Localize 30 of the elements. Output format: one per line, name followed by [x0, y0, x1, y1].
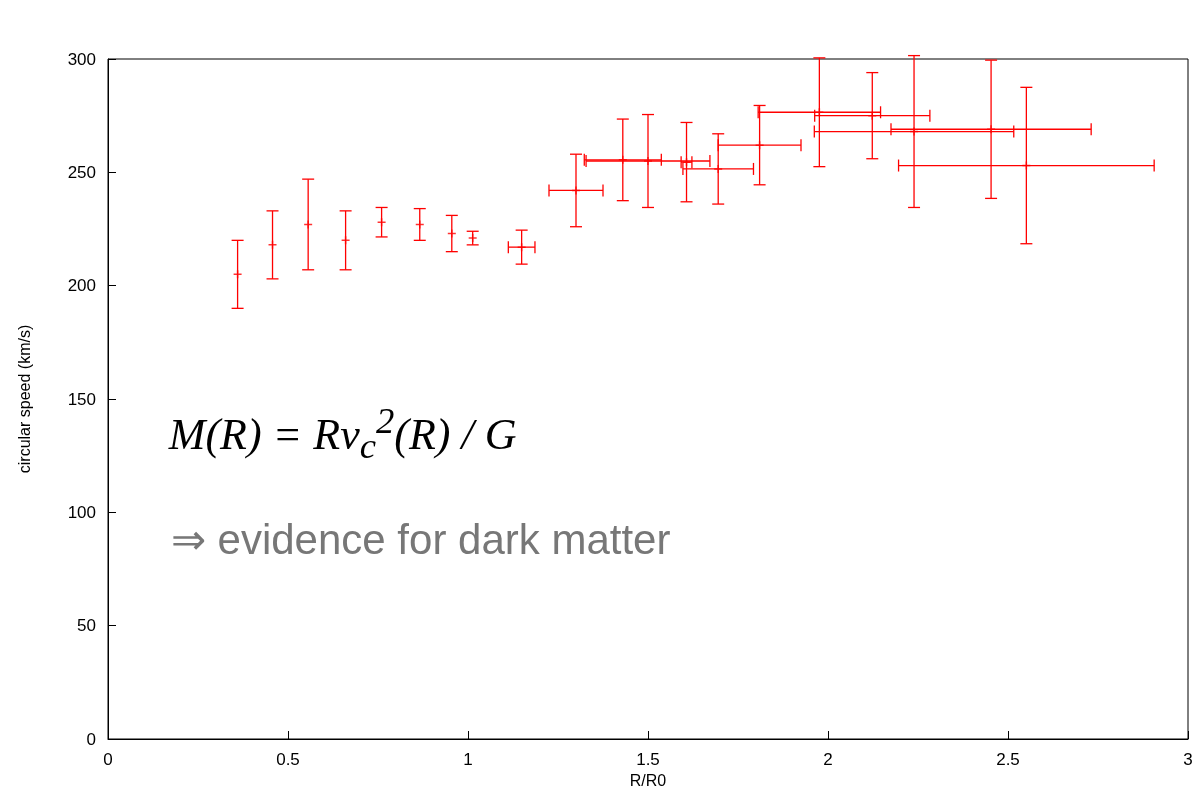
point: [303, 219, 313, 230]
y-tick-label: 200: [67, 276, 96, 296]
point: [571, 185, 581, 196]
point: [376, 217, 387, 227]
x-tick-label: 2: [823, 750, 833, 769]
x-axis-title: R/R0: [629, 772, 667, 790]
point: [713, 164, 723, 174]
point: [643, 156, 653, 166]
x-tick-label: 0.5: [276, 750, 300, 769]
y-tick-label: 50: [77, 616, 96, 636]
y-tick-label: 100: [67, 502, 96, 522]
annotation: ⇒ evidence for dark matter: [170, 514, 671, 564]
point: [754, 140, 765, 150]
point: [267, 240, 278, 250]
x-tick-label: 0: [103, 750, 113, 769]
annotation: M(R) = Rv$_{c}$$^{2}$(R) / G: [168, 399, 517, 468]
x-tick-label: 3: [1183, 750, 1193, 769]
x-tick-label: 1.5: [636, 750, 660, 769]
y-tick-label: 150: [67, 389, 96, 409]
x-tick-label: 2.5: [996, 750, 1020, 769]
point: [447, 228, 457, 239]
y-tick-label: 0: [86, 729, 96, 749]
point: [415, 219, 425, 230]
point: [909, 126, 919, 137]
y-tick-label: 250: [67, 162, 96, 182]
y-axis-title: circular speed (km/s): [15, 324, 33, 474]
point: [618, 155, 628, 165]
x-tick-label: 1: [463, 750, 473, 769]
point: [516, 242, 527, 252]
y-tick-label: 300: [67, 49, 96, 69]
